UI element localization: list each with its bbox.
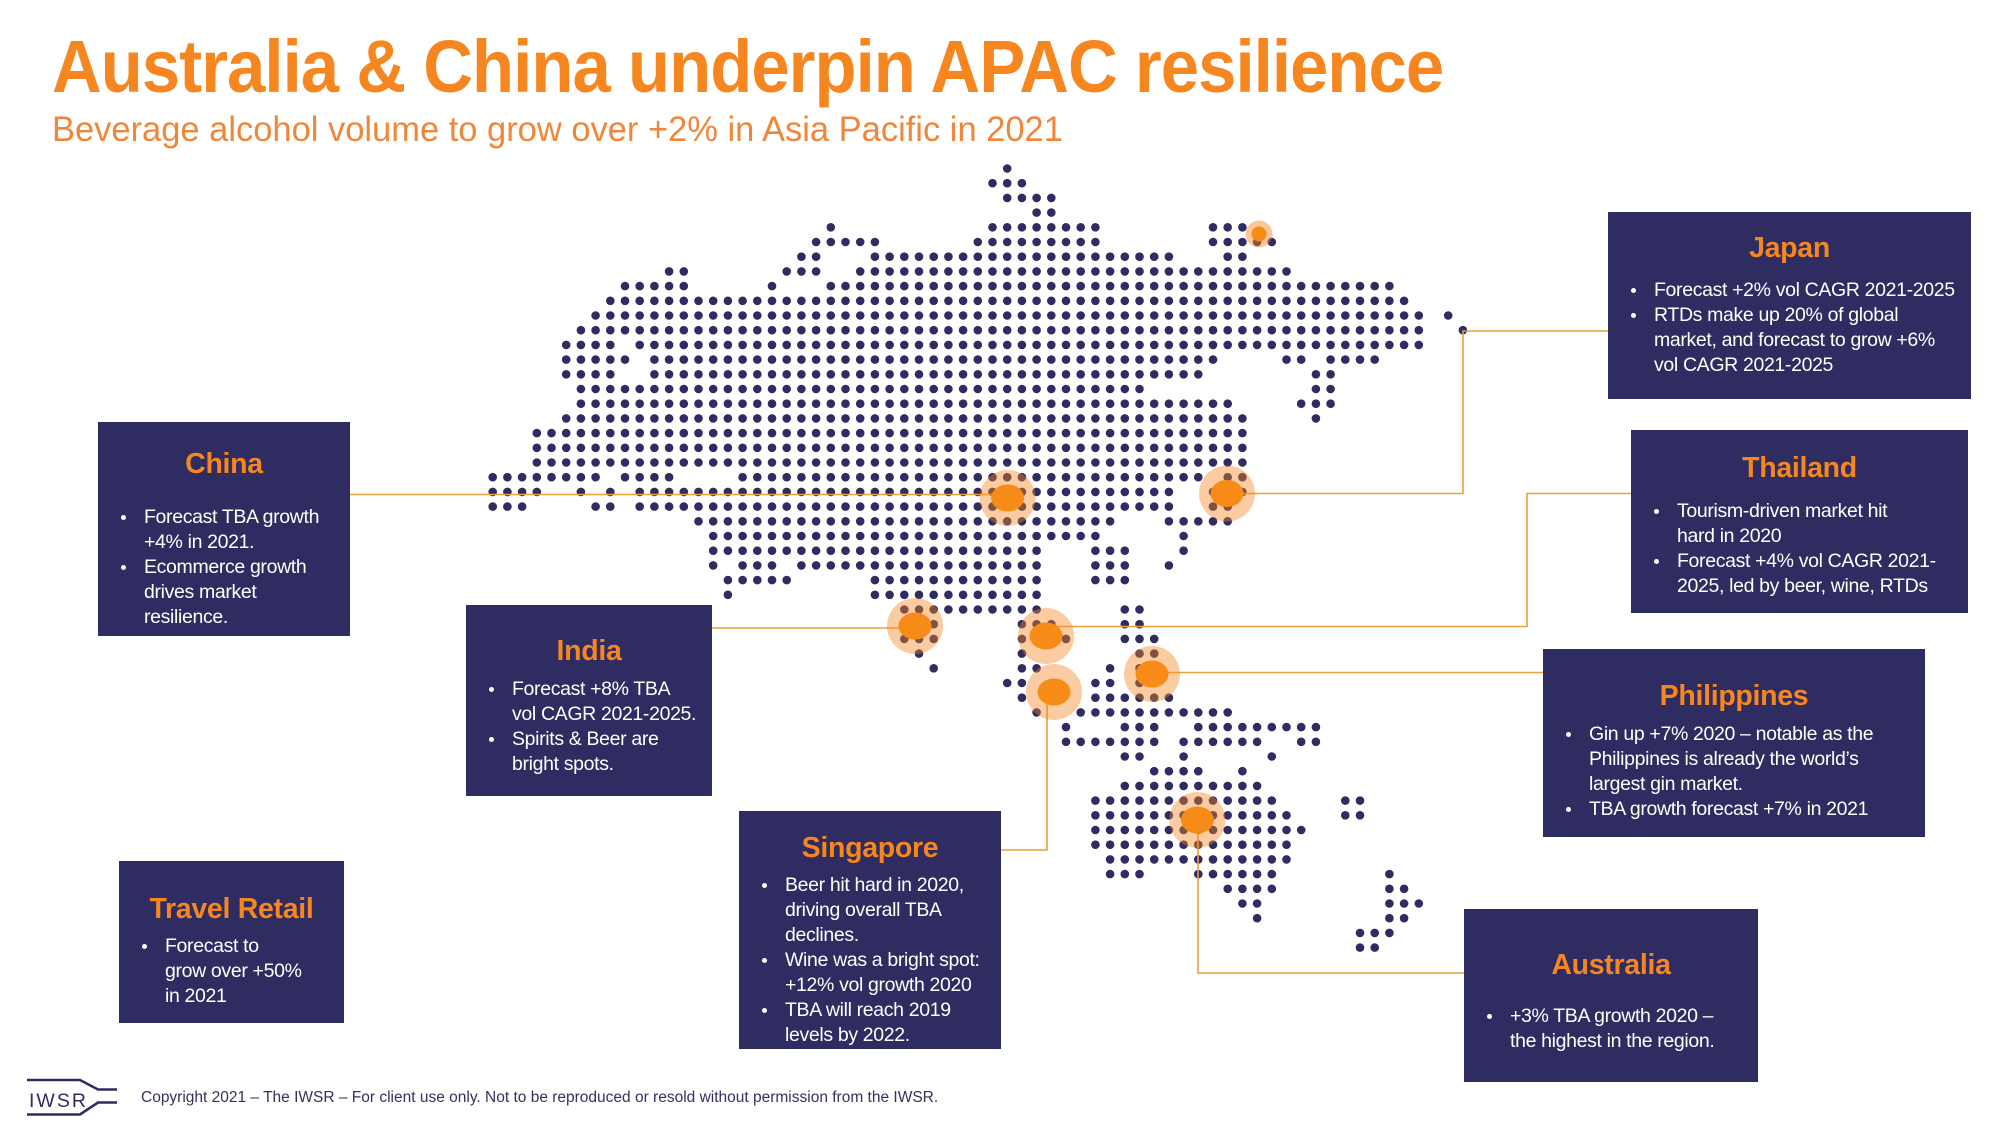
svg-text:IWSR: IWSR xyxy=(29,1090,88,1112)
